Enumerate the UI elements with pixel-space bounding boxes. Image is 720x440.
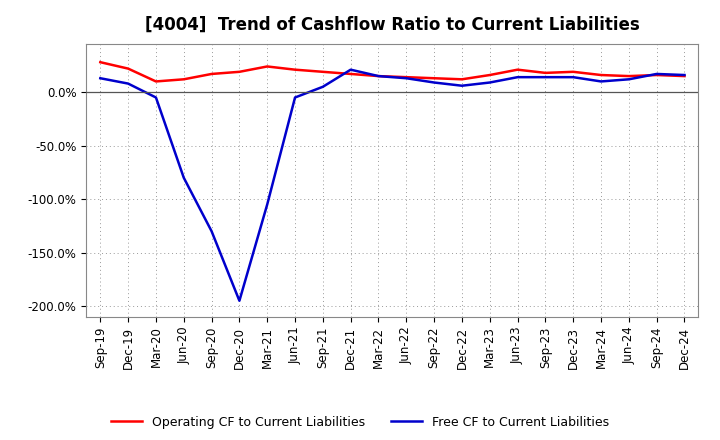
Free CF to Current Liabilities [291, 95, 300, 100]
Operating CF to Current Liabilities [402, 74, 410, 80]
Free CF to Current Liabilities [235, 298, 243, 304]
Operating CF to Current Liabilities [569, 69, 577, 74]
Operating CF to Current Liabilities [652, 73, 661, 78]
Free CF to Current Liabilities [624, 77, 633, 82]
Legend: Operating CF to Current Liabilities, Free CF to Current Liabilities: Operating CF to Current Liabilities, Fre… [106, 411, 614, 434]
Operating CF to Current Liabilities [374, 73, 383, 79]
Free CF to Current Liabilities [513, 74, 522, 80]
Free CF to Current Liabilities [402, 76, 410, 81]
Operating CF to Current Liabilities [624, 73, 633, 79]
Free CF to Current Liabilities [652, 71, 661, 77]
Operating CF to Current Liabilities [458, 77, 467, 82]
Operating CF to Current Liabilities [235, 69, 243, 74]
Title: [4004]  Trend of Cashflow Ratio to Current Liabilities: [4004] Trend of Cashflow Ratio to Curren… [145, 16, 640, 34]
Free CF to Current Liabilities [207, 228, 216, 234]
Free CF to Current Liabilities [152, 95, 161, 100]
Free CF to Current Liabilities [179, 175, 188, 180]
Operating CF to Current Liabilities [513, 67, 522, 72]
Free CF to Current Liabilities [485, 80, 494, 85]
Operating CF to Current Liabilities [541, 70, 550, 76]
Operating CF to Current Liabilities [597, 73, 606, 78]
Operating CF to Current Liabilities [318, 69, 327, 74]
Free CF to Current Liabilities [458, 83, 467, 88]
Free CF to Current Liabilities [96, 76, 104, 81]
Line: Operating CF to Current Liabilities: Operating CF to Current Liabilities [100, 62, 685, 81]
Free CF to Current Liabilities [680, 73, 689, 78]
Operating CF to Current Liabilities [680, 73, 689, 79]
Operating CF to Current Liabilities [346, 71, 355, 77]
Free CF to Current Liabilities [263, 202, 271, 207]
Operating CF to Current Liabilities [430, 76, 438, 81]
Free CF to Current Liabilities [430, 80, 438, 85]
Free CF to Current Liabilities [374, 73, 383, 79]
Operating CF to Current Liabilities [263, 64, 271, 69]
Free CF to Current Liabilities [124, 81, 132, 86]
Operating CF to Current Liabilities [179, 77, 188, 82]
Free CF to Current Liabilities [597, 79, 606, 84]
Free CF to Current Liabilities [346, 67, 355, 72]
Operating CF to Current Liabilities [291, 67, 300, 72]
Operating CF to Current Liabilities [485, 73, 494, 78]
Operating CF to Current Liabilities [96, 59, 104, 65]
Free CF to Current Liabilities [318, 84, 327, 89]
Free CF to Current Liabilities [541, 74, 550, 80]
Operating CF to Current Liabilities [207, 71, 216, 77]
Line: Free CF to Current Liabilities: Free CF to Current Liabilities [100, 70, 685, 301]
Free CF to Current Liabilities [569, 74, 577, 80]
Operating CF to Current Liabilities [152, 79, 161, 84]
Operating CF to Current Liabilities [124, 66, 132, 71]
